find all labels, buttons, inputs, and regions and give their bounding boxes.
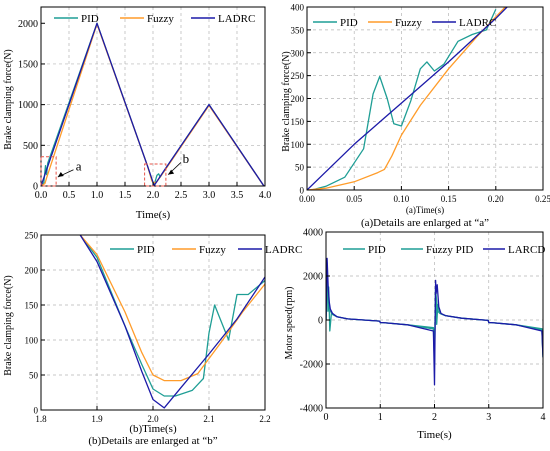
- panel-caption: (a)Details are enlarged at “a”: [361, 217, 489, 229]
- x-tick-label: 4: [541, 412, 546, 423]
- y-tick-label: 250: [291, 71, 305, 81]
- series-line-ladrc: [307, 7, 508, 190]
- y-tick-label: -4000: [300, 404, 323, 415]
- x-tick-label: 0.5: [63, 190, 76, 201]
- legend-label: Fuzzy PID: [426, 244, 473, 256]
- series-line-pid: [311, 9, 497, 190]
- legend-label: PID: [81, 13, 99, 25]
- y-tick-label: 500: [23, 141, 38, 152]
- x-tick-label: 2.0: [147, 190, 160, 201]
- x-tick-label: 0.15: [441, 194, 457, 204]
- x-tick-label: 4.0: [259, 190, 272, 201]
- y-axis-label: Brake clamping force(N): [3, 49, 14, 150]
- y-tick-label: 2000: [18, 19, 38, 30]
- y-tick-label: 150: [25, 301, 39, 311]
- series-line-fuzzy: [41, 23, 265, 186]
- x-tick-label: 2.1: [203, 414, 214, 424]
- x-tick-label: 1.0: [91, 190, 104, 201]
- legend-label: PID: [137, 244, 155, 256]
- x-tick-label: 3.0: [203, 190, 216, 201]
- series-line-fuzzy: [307, 7, 506, 190]
- y-tick-label: -2000: [300, 360, 323, 371]
- x-tick-label: 1.8: [35, 414, 47, 424]
- y-tick-label: 1000: [18, 100, 38, 111]
- legend-label: Fuzzy: [147, 13, 174, 25]
- y-tick-label: 100: [291, 140, 305, 150]
- series-line-ladrc: [79, 235, 265, 409]
- y-tick-label: 100: [25, 336, 39, 346]
- x-tick-label: 0.20: [488, 194, 504, 204]
- x-tick-label: 1: [378, 412, 383, 423]
- y-axis-label: Brake clamping force(N): [281, 51, 292, 152]
- y-tick-label: 200: [291, 94, 305, 104]
- chart-panel-4: 0 1 2 3 4 -4000 -2000 0 2000 4000 Motor speed(rpm)…: [284, 228, 546, 442]
- series-line-pid: [79, 235, 265, 397]
- x-tick-label: 2.2: [259, 414, 270, 424]
- legend-label: LADRC: [265, 244, 302, 256]
- series-line-pid: [41, 22, 265, 186]
- chart-panel-3: 1.8 1.9 2.0 2.1 2.2 0 50 100 150 200 250 Brake clam…: [3, 231, 302, 448]
- annotation-arrowhead: [168, 169, 175, 175]
- x-tick-label: 2: [432, 412, 437, 423]
- y-tick-label: 50: [295, 163, 305, 173]
- legend-label: PID: [340, 17, 358, 29]
- y-tick-label: 2000: [303, 272, 323, 283]
- y-tick-label: 350: [291, 25, 305, 35]
- x-axis-label: Time(s): [417, 429, 452, 441]
- zoom-box-b: [144, 163, 167, 187]
- legend-label: LARCD: [508, 244, 545, 256]
- x-axis-label: (a)Time(s): [406, 205, 444, 215]
- y-tick-label: 1500: [18, 59, 38, 70]
- y-tick-label: 200: [25, 266, 39, 276]
- zoom-box-a: [40, 156, 57, 187]
- x-tick-label: 0: [324, 412, 329, 423]
- x-tick-label: 0.25: [535, 194, 550, 204]
- panel-caption: (b)Details are enlarged at “b”: [88, 435, 217, 447]
- y-tick-label: 0: [34, 406, 39, 416]
- x-tick-label: 0.10: [394, 194, 410, 204]
- x-tick-label: 3.5: [231, 190, 244, 201]
- series-line-fuzzy: [79, 235, 265, 382]
- annotation-arrowhead: [57, 172, 64, 178]
- y-tick-label: 150: [291, 117, 305, 127]
- x-tick-label: 2.0: [147, 414, 159, 424]
- y-tick-label: 0: [33, 182, 38, 193]
- series-line-ladrc: [41, 22, 265, 186]
- x-tick-label: 0.00: [299, 194, 315, 204]
- x-tick-label: 0.0: [35, 190, 48, 201]
- y-axis-label: Motor speed(rpm): [284, 286, 295, 359]
- legend-label: LADRC: [218, 13, 255, 25]
- annotation-label-a: a: [76, 159, 82, 174]
- chart-panel-1: 0.0 0.5 1.0 1.5 2.0 2.5 3.0 3.5 4.0 0 500 1000 1500 2…: [3, 6, 272, 221]
- y-tick-label: 300: [291, 48, 305, 58]
- y-tick-label: 400: [291, 3, 305, 13]
- legend-label: Fuzzy: [199, 244, 226, 256]
- legend-label: Fuzzy: [395, 17, 422, 29]
- x-tick-label: 3: [486, 412, 491, 423]
- chart-panel-2: 0.00 0.05 0.10 0.15 0.20 0.25 0 50 100 150 200 250 3…: [281, 3, 550, 230]
- x-axis-label: Time(s): [136, 209, 171, 221]
- x-tick-label: 2.5: [175, 190, 188, 201]
- y-tick-label: 0: [300, 186, 305, 196]
- x-axis-label: (b)Time(s): [129, 423, 177, 435]
- annotation-label-b: b: [183, 151, 190, 166]
- x-tick-label: 0.05: [346, 194, 362, 204]
- series-line-larcd: [326, 257, 543, 386]
- legend-label: LADRC: [459, 17, 496, 29]
- x-tick-label: 1.9: [91, 414, 103, 424]
- x-tick-label: 1.5: [119, 190, 132, 201]
- y-tick-label: 50: [29, 371, 39, 381]
- y-tick-label: 0: [318, 316, 323, 327]
- y-tick-label: 250: [25, 231, 39, 241]
- legend-label: PID: [368, 244, 386, 256]
- y-axis-label: Brake clamping force(N): [3, 275, 14, 376]
- y-tick-label: 4000: [303, 228, 323, 239]
